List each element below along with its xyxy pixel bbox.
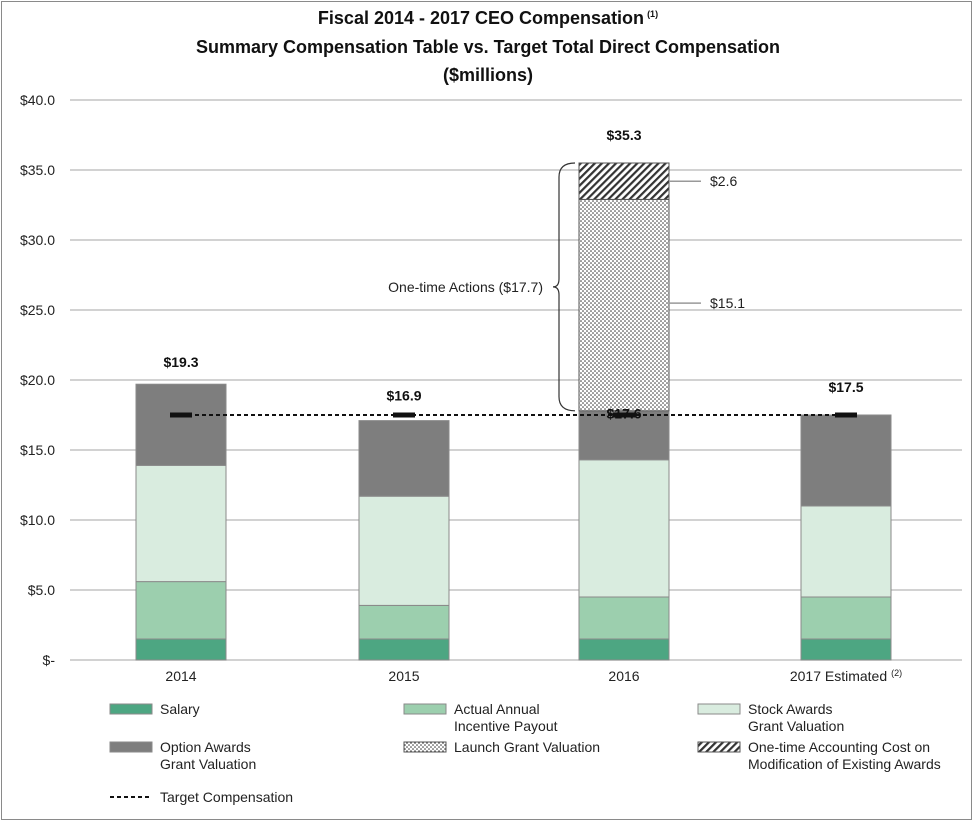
y-tick-label: $25.0: [20, 302, 55, 318]
y-tick-label: $-: [43, 652, 56, 668]
bar-segment-incentive: [135, 581, 227, 640]
legend: Salary Actual Annual Incentive Payout St…: [109, 701, 941, 805]
x-category-label: 2015: [388, 668, 419, 684]
bars: [135, 162, 892, 661]
bar-total-label: $35.3: [606, 127, 641, 143]
legend-swatch-salary: [109, 703, 153, 715]
x-category-label: 2014: [165, 668, 196, 684]
bar-segment-salary: [800, 638, 892, 661]
bar-total-label: $19.3: [163, 354, 198, 370]
launch-value-label: $15.1: [710, 295, 745, 311]
y-tick-label: $35.0: [20, 162, 55, 178]
onetime-annotations: One-time Actions ($17.7) $2.6 $15.1: [388, 162, 745, 412]
legend-label-option-line-2: Grant Valuation: [160, 756, 256, 772]
legend-swatch-stock: [697, 703, 741, 715]
bar-segment-salary: [578, 638, 670, 661]
bar-segment-incentive: [358, 604, 450, 640]
y-tick-label: $40.0: [20, 92, 55, 108]
bar-segment-onetime: [578, 162, 670, 200]
x-axis-categories: 2014 2015 2016 2017 Estimated (2): [165, 668, 902, 684]
legend-swatch-option: [109, 741, 153, 753]
x-category-label: 2017 Estimated (2): [790, 668, 902, 684]
legend-label-option-line-1: Option Awards: [160, 739, 251, 755]
bar-total-labels: $19.3 $16.9 $35.3 $17.5 $17.6: [163, 127, 863, 422]
bar-segment-incentive: [578, 596, 670, 640]
x-category-label: 2016: [608, 668, 639, 684]
legend-swatch-onetime: [697, 741, 741, 753]
bar-segment-option: [358, 420, 450, 497]
legend-swatch-incentive: [403, 703, 447, 715]
target-marker: [170, 412, 192, 418]
bar-total-label: $17.5: [828, 379, 863, 395]
bar-segment-option: [800, 414, 892, 507]
onetime-actions-brace: [552, 162, 576, 412]
y-tick-label: $30.0: [20, 232, 55, 248]
y-tick-label: $15.0: [20, 442, 55, 458]
chart-title-line-2: Summary Compensation Table vs. Target To…: [196, 37, 780, 57]
bar-segment-stock: [135, 464, 227, 583]
target-marker: [835, 412, 857, 418]
bar-segment-stock: [800, 505, 892, 598]
bar-segment-launch: [578, 198, 670, 412]
bar-segment-salary: [358, 638, 450, 661]
y-tick-label: $5.0: [28, 582, 55, 598]
bar-base-total-label: $17.6: [606, 406, 641, 422]
legend-label-onetime-line-1: One-time Accounting Cost on: [748, 739, 930, 755]
bar-total-label: $16.9: [386, 387, 421, 403]
target-compensation-line: [170, 412, 858, 418]
bar-segment-option: [135, 383, 227, 466]
onetime-actions-label: One-time Actions ($17.7): [388, 279, 543, 295]
chart-title-line-3: ($millions): [443, 65, 533, 85]
y-axis-ticks: $- $5.0 $10.0 $15.0 $20.0 $25.0 $30.0 $35.0 $40.…: [20, 92, 55, 668]
legend-swatch-launch: [403, 741, 447, 753]
legend-label-incentive-line-1: Actual Annual: [454, 701, 540, 717]
bar-segment-option: [578, 410, 670, 461]
legend-label-salary: Salary: [160, 701, 200, 717]
legend-label-launch: Launch Grant Valuation: [454, 739, 600, 755]
chart-title-line-1: Fiscal 2014 - 2017 CEO Compensation (1): [318, 8, 658, 28]
bar-segment-stock: [358, 495, 450, 606]
bar-segment-salary: [135, 638, 227, 661]
onetime-value-label: $2.6: [710, 173, 737, 189]
target-marker: [613, 412, 635, 418]
legend-label-onetime-line-2: Modification of Existing Awards: [748, 756, 941, 772]
y-tick-label: $10.0: [20, 512, 55, 528]
bar-segment-incentive: [800, 596, 892, 640]
target-marker: [393, 412, 415, 418]
y-tick-label: $20.0: [20, 372, 55, 388]
legend-label-stock-line-2: Grant Valuation: [748, 718, 844, 734]
legend-label-incentive-line-2: Incentive Payout: [454, 718, 558, 734]
bar-segment-stock: [578, 459, 670, 598]
legend-label-stock-line-1: Stock Awards: [748, 701, 833, 717]
legend-label-target: Target Compensation: [160, 789, 293, 805]
